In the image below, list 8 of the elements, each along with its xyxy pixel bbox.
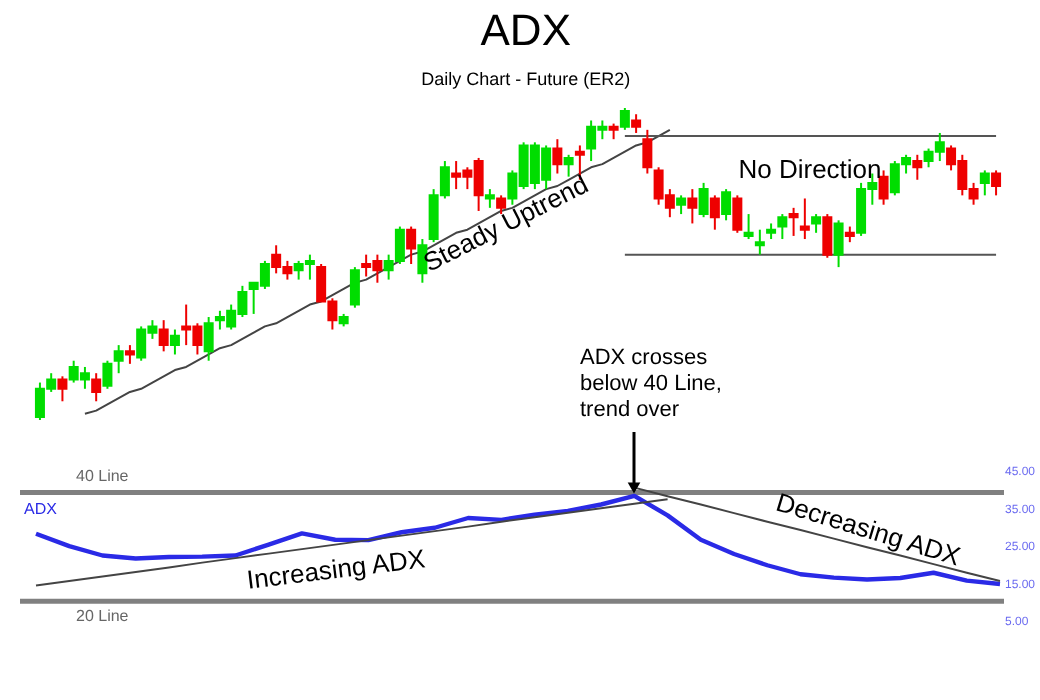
annotation: No Direction xyxy=(738,154,882,184)
annotation: Increasing ADX xyxy=(245,543,428,595)
chart-subtitle: Daily Chart - Future (ER2) xyxy=(421,69,631,89)
chart-title: ADX xyxy=(480,5,572,55)
series-label: ADX xyxy=(24,499,59,518)
ref-line-label: 20 Line xyxy=(76,607,130,626)
ref-line-label: 40 Line xyxy=(76,466,130,485)
annotation: ADX crosses below 40 Line, trend over xyxy=(580,346,722,422)
